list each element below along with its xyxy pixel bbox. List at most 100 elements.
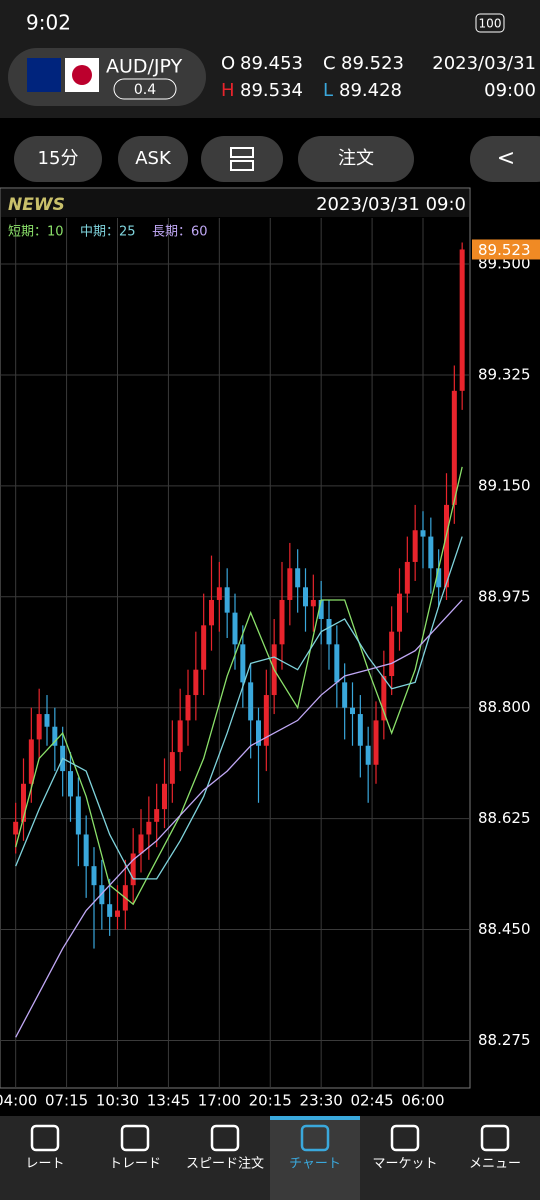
- battery-level: 100: [479, 17, 502, 31]
- flag-au: [27, 58, 61, 92]
- nav-items: レート トレード スピード注文 チャート マーケット メニュー: [25, 1116, 521, 1200]
- nav-icon: [390, 1124, 420, 1152]
- nav-label[interactable]: スピード注文: [186, 1157, 264, 1172]
- spread-box: [113, 78, 177, 100]
- nav-label[interactable]: トレード: [109, 1157, 161, 1172]
- spread: 0.4: [134, 82, 156, 98]
- candle-body: [177, 720, 183, 753]
- candle-body: [99, 885, 105, 905]
- ma-line: [15, 536, 463, 880]
- x-tick-label: 04:00: [0, 1092, 37, 1110]
- candle-body: [397, 593, 402, 632]
- nav-label[interactable]: チャート: [289, 1157, 341, 1172]
- candle-body: [279, 599, 285, 645]
- battery: [475, 13, 505, 33]
- candle-body: [224, 587, 230, 613]
- current-price-tag: [472, 239, 540, 260]
- nav-icon: [120, 1124, 150, 1152]
- back-button[interactable]: [470, 136, 540, 182]
- high-label: H: [221, 80, 235, 101]
- nav-active-indicator: [270, 1116, 360, 1120]
- candle-body: [36, 714, 42, 740]
- nav-active-bg: [270, 1116, 360, 1200]
- x-tick-label: 17:00: [198, 1092, 241, 1110]
- ma-line: [15, 466, 463, 906]
- x-tick-label: 20:15: [249, 1092, 292, 1110]
- high-value: 89.534: [240, 80, 303, 101]
- open-label: O: [221, 53, 235, 74]
- candle-body: [248, 682, 254, 721]
- nav-icon: [210, 1124, 240, 1152]
- chart: NEWS 2023/03/31 09:0 89.50089.32589.1508…: [0, 187, 540, 1110]
- candle-body: [75, 796, 81, 835]
- order-button[interactable]: [298, 136, 414, 182]
- nav-label[interactable]: マーケット: [372, 1157, 437, 1172]
- y-tick-label: 88.275: [478, 1031, 531, 1049]
- close-value: 89.523: [341, 53, 404, 74]
- close-label: C: [323, 53, 336, 74]
- order-label: 注文: [338, 148, 374, 169]
- header-time: 09:00: [484, 80, 536, 101]
- y-tick-label: 88.975: [478, 587, 531, 605]
- current-price-label: 89.523: [478, 241, 531, 259]
- candle-body: [138, 834, 144, 854]
- legend-entry: 短期：10: [8, 225, 64, 240]
- nav-icon: [30, 1124, 60, 1152]
- candle-body: [420, 530, 426, 537]
- chart-info-bar: [1, 189, 469, 217]
- x-tick-label: 07:15: [45, 1092, 88, 1110]
- y-tick-label: 89.150: [478, 476, 531, 494]
- layout-button[interactable]: [201, 136, 283, 182]
- candle-body: [295, 568, 301, 588]
- candle-body: [232, 612, 238, 645]
- x-tick-label: 23:30: [300, 1092, 343, 1110]
- ask-label: ASK: [135, 148, 172, 169]
- candle-body: [342, 682, 348, 708]
- candle-body: [216, 587, 222, 600]
- candle-body: [318, 599, 324, 619]
- candle-body: [428, 536, 434, 569]
- y-tick-label: 88.625: [478, 809, 531, 827]
- status-time: 9:02: [26, 11, 71, 35]
- y-tick-label: 88.450: [478, 920, 531, 938]
- candle-body: [28, 739, 34, 784]
- pair-name: AUD/JPY: [106, 56, 183, 78]
- interval-label: 15分: [38, 148, 79, 169]
- legend-entry: 中期：25: [80, 225, 136, 240]
- candle-body: [185, 695, 191, 721]
- candle-body: [201, 625, 207, 670]
- legend-entry: 長期：60: [152, 225, 208, 240]
- candle-body: [381, 676, 387, 721]
- low-value: 89.428: [339, 80, 402, 101]
- interval-button[interactable]: [14, 136, 102, 182]
- nav-label[interactable]: メニュー: [469, 1157, 521, 1172]
- layout-icon: [230, 160, 254, 171]
- candle-body: [209, 599, 214, 626]
- candle-body: [115, 910, 120, 917]
- candle-body: [21, 783, 26, 822]
- candle-body: [44, 714, 50, 727]
- nav-label[interactable]: レート: [25, 1157, 64, 1172]
- candle-body: [459, 249, 465, 391]
- x-tick-label: 06:00: [401, 1092, 444, 1110]
- news-label[interactable]: NEWS: [8, 195, 65, 215]
- candle-body: [263, 695, 269, 746]
- candle-body: [444, 504, 449, 588]
- candle-body: [107, 904, 113, 917]
- nav-icon: [480, 1124, 510, 1152]
- layout-icon: [230, 147, 254, 158]
- candle-body: [91, 866, 97, 886]
- candle-body: [256, 720, 261, 746]
- ask-button[interactable]: [118, 136, 188, 182]
- candle-body: [146, 821, 152, 835]
- x-tick-label: 02:45: [350, 1092, 393, 1110]
- status-bar: [0, 0, 540, 42]
- candle-body: [373, 720, 379, 765]
- candle-body: [404, 561, 410, 594]
- low-label: L: [323, 80, 333, 101]
- candle-body: [154, 809, 160, 822]
- candle-body: [83, 834, 89, 867]
- candle-body: [130, 853, 136, 886]
